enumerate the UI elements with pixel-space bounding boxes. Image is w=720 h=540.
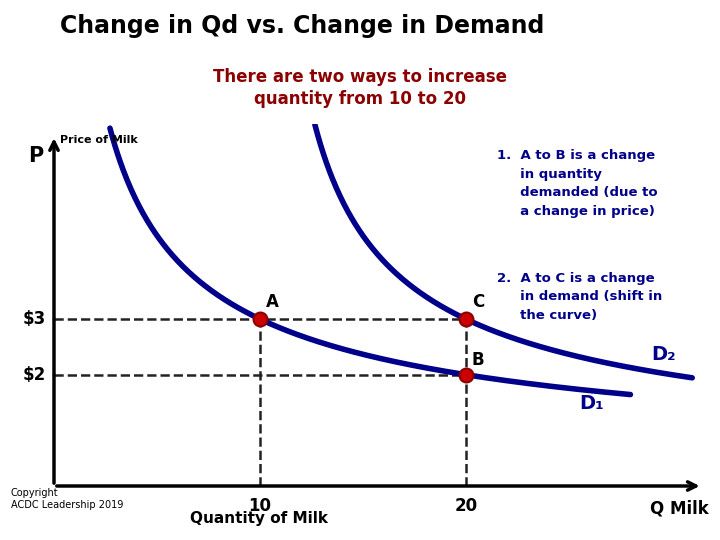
Text: Change in Qd vs. Change in Demand: Change in Qd vs. Change in Demand — [60, 14, 544, 37]
Text: B: B — [472, 351, 485, 369]
Text: 2.  A to C is a change
     in demand (shift in
     the curve): 2. A to C is a change in demand (shift i… — [497, 272, 662, 322]
Point — [460, 315, 472, 323]
Text: 10: 10 — [248, 497, 271, 515]
Text: P: P — [29, 146, 44, 166]
Text: 1.  A to B is a change
     in quantity
     demanded (due to
     a change in p: 1. A to B is a change in quantity demand… — [497, 149, 657, 218]
Text: D₁: D₁ — [579, 394, 604, 413]
Text: C: C — [472, 293, 484, 310]
Text: Quantity of Milk: Quantity of Milk — [190, 511, 328, 526]
Text: $3: $3 — [22, 310, 46, 328]
Text: Copyright
ACDC Leadership 2019: Copyright ACDC Leadership 2019 — [11, 488, 123, 510]
Text: Q Milk: Q Milk — [650, 500, 708, 518]
Text: There are two ways to increase
quantity from 10 to 20: There are two ways to increase quantity … — [213, 68, 507, 109]
Point — [254, 315, 266, 323]
Text: Price of Milk: Price of Milk — [60, 136, 138, 145]
Point — [460, 370, 472, 379]
Text: $2: $2 — [22, 366, 46, 384]
Text: D₂: D₂ — [651, 345, 675, 364]
Text: A: A — [266, 293, 279, 310]
Text: 20: 20 — [454, 497, 477, 515]
